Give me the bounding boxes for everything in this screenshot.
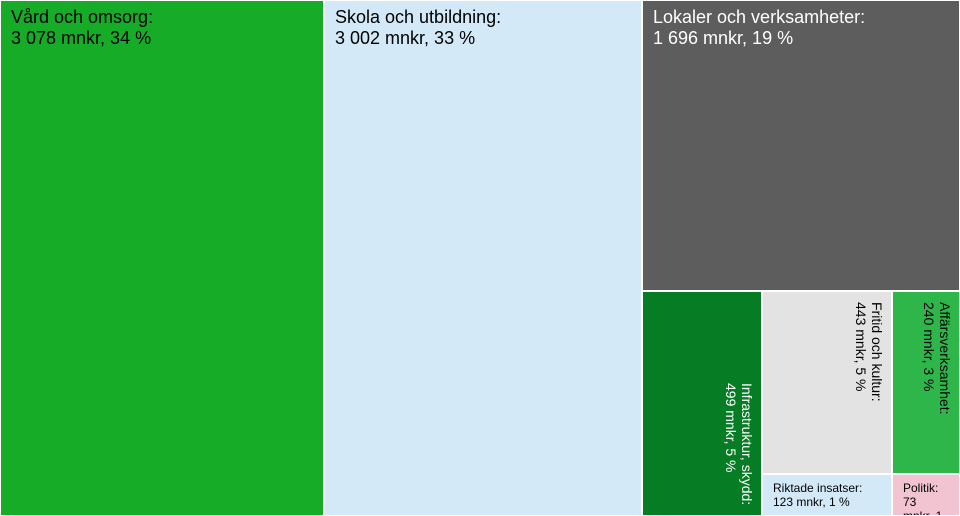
treemap-cell-label: Vård och omsorg: 3 078 mnkr, 34 % <box>1 1 163 55</box>
treemap-cell-lokaler: Lokaler och verksamheter: 1 696 mnkr, 19… <box>642 0 960 291</box>
treemap-cell-label: Affärsverksamhet: 240 mnkr, 3 % <box>915 292 959 425</box>
treemap-cell-fritid: Fritid och kultur: 443 mnkr, 5 % <box>762 291 892 474</box>
treemap-cell-label: Riktade insatser: 123 mnkr, 1 % <box>763 475 872 515</box>
treemap-cell-label: Skola och utbildning: 3 002 mnkr, 33 % <box>325 1 511 55</box>
treemap-cell-label: Lokaler och verksamheter: 1 696 mnkr, 19… <box>643 1 875 55</box>
treemap-cell-label: Politik: 73 mnkr, 1 % <box>893 475 959 516</box>
treemap-cell-label: Fritid och kultur: 443 mnkr, 5 % <box>847 292 891 412</box>
treemap-cell-infra: Infrastruktur, skydd: 499 mnkr, 5 % <box>642 291 762 516</box>
treemap-cell-label: Infrastruktur, skydd: 499 mnkr, 5 % <box>717 373 761 515</box>
treemap-cell-politik: Politik: 73 mnkr, 1 % <box>892 474 960 516</box>
treemap-cell-riktade: Riktade insatser: 123 mnkr, 1 % <box>762 474 892 516</box>
treemap-cell-affars: Affärsverksamhet: 240 mnkr, 3 % <box>892 291 960 474</box>
treemap-cell-vard: Vård och omsorg: 3 078 mnkr, 34 % <box>0 0 324 516</box>
treemap-cell-skola: Skola och utbildning: 3 002 mnkr, 33 % <box>324 0 642 516</box>
treemap-chart: Vård och omsorg: 3 078 mnkr, 34 % Skola o… <box>0 0 960 516</box>
